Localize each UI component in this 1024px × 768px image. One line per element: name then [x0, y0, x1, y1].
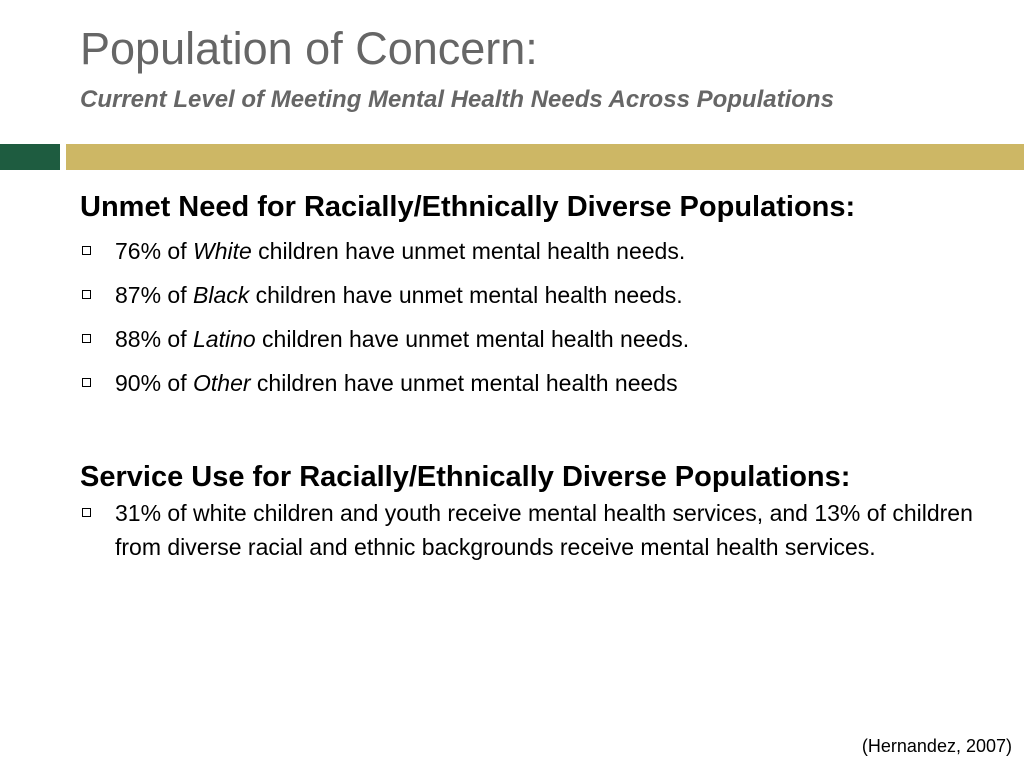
item-group: Latino	[193, 326, 256, 352]
unmet-need-list: 76% of White children have unmet mental …	[80, 234, 1010, 400]
item-suffix: children have unmet mental health needs.	[251, 238, 686, 264]
item-prefix: 76% of	[115, 238, 193, 264]
list-item: 88% of Latino children have unmet mental…	[80, 322, 1010, 356]
citation: (Hernandez, 2007)	[861, 736, 1012, 756]
square-bullet-icon	[82, 334, 91, 343]
square-bullet-icon	[82, 378, 91, 387]
service-use-heading: Service Use for Racially/Ethnically Dive…	[80, 461, 851, 493]
item-suffix: children have unmet mental health needs	[250, 370, 678, 396]
square-bullet-icon	[82, 508, 91, 517]
item-text: 31% of white children and youth receive …	[115, 500, 973, 560]
item-group: White	[193, 238, 252, 264]
header-band-gold	[66, 144, 1024, 170]
service-use-section: Service Use for Racially/Ethnically Dive…	[80, 460, 1010, 564]
square-bullet-icon	[82, 290, 91, 299]
item-suffix: children have unmet mental health needs.	[249, 282, 683, 308]
service-use-list: 31% of white children and youth receive …	[80, 496, 1010, 564]
item-prefix: 87% of	[115, 282, 193, 308]
unmet-need-section: Unmet Need for Racially/Ethnically Diver…	[80, 190, 1010, 400]
item-group: Black	[193, 282, 250, 308]
header-band-green	[0, 144, 60, 170]
list-item: 76% of White children have unmet mental …	[80, 234, 1010, 268]
slide-title: Population of Concern:	[80, 23, 538, 74]
item-group: Other	[193, 370, 251, 396]
item-prefix: 90% of	[115, 370, 193, 396]
item-suffix: children have unmet mental health needs.	[255, 326, 690, 352]
list-item: 90% of Other children have unmet mental …	[80, 366, 1010, 400]
unmet-need-heading: Unmet Need for Racially/Ethnically Diver…	[80, 191, 856, 223]
slide-subtitle: Current Level of Meeting Mental Health N…	[80, 86, 834, 113]
list-item: 87% of Black children have unmet mental …	[80, 278, 1010, 312]
square-bullet-icon	[82, 246, 91, 255]
list-item: 31% of white children and youth receive …	[80, 496, 1010, 564]
item-prefix: 88% of	[115, 326, 193, 352]
